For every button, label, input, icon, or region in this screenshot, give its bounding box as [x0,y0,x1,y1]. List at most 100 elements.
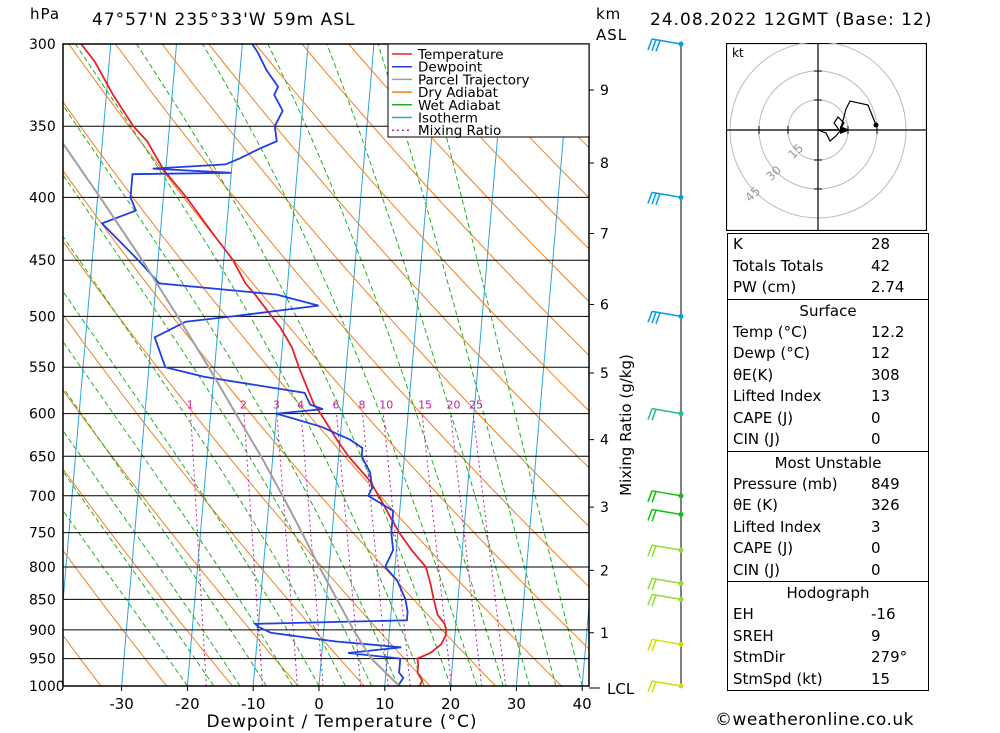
surface-temp-value: 12.2 [871,322,905,341]
isotherm [252,44,309,686]
km-tick-label: 7 [600,226,609,242]
pressure-tick-label: 500 [29,309,56,325]
wind-barb-shaft [651,593,682,601]
dry-adiabat [394,44,589,250]
wind-barb-feather [651,311,657,324]
isotherm [450,44,507,686]
km-tick-label: 9 [600,83,609,99]
pressure-tick-label: 300 [29,37,56,53]
stmspd-value: 15 [871,669,891,688]
km-tick-label: 2 [600,563,609,579]
surface-cin-row: CIN (J) 0 [728,429,928,451]
wind-barb-feather [647,408,653,420]
mixing-ratio-label: 20 [447,399,461,412]
wind-barb-feather [647,490,653,503]
surface-thetae-row: θE(K) 308 [728,365,928,387]
dry-adiabat [254,44,589,412]
surface-dewp-row: Dewp (°C) 12 [728,343,928,365]
surface-section: Surface Temp (°C) 12.2 Dewp (°C) 12 θE(K) 3… [728,298,928,451]
most-unstable-section: Most Unstable Pressure (mb) 849 θE (K) 326… [728,450,928,582]
dry-adiabat [63,169,497,686]
mu-li-value: 3 [871,517,881,536]
pressure-tick-label: 650 [29,449,56,465]
pw-value: 2.74 [871,278,905,296]
hodograph-unit: kt [732,46,744,60]
surface-cape-label: CAPE (J) [733,408,794,427]
surface-dewp-label: Dewp (°C) [733,344,811,362]
isotherm [648,44,703,686]
wind-barb-shaft [651,508,682,516]
dewpoint-line [100,44,409,686]
wind-barb-shaft [651,310,682,318]
mu-thetae-value: 326 [871,496,900,514]
surface-li-value: 13 [871,387,891,405]
km-label: km [596,5,622,23]
mu-pressure-row: Pressure (mb) 849 [728,474,928,496]
wind-barb-shaft [651,191,682,199]
legend-box [387,43,590,138]
wind-barb-feather [651,409,657,421]
legend-label: Parcel Trajectory [418,72,530,88]
pressure-tick-label: 800 [29,560,56,576]
pw-label: PW (cm) [733,278,797,296]
wind-barb-feather [651,509,657,522]
isotherm [121,44,178,686]
wind-barbs [647,38,684,693]
mixing-ratio-line [472,413,507,686]
km-tick-label: 6 [600,298,609,314]
wind-barb-shaft [651,544,682,551]
mu-cape-row: CAPE (J) 0 [728,538,928,560]
km-tick-label: 3 [600,500,609,516]
mu-pressure-value: 849 [871,474,900,493]
isotherm [63,44,112,608]
surface-cin-label: CIN (J) [733,430,781,448]
wind-barb-shaft [651,490,682,497]
mixing-ratio-line [336,413,362,686]
pressure-tick-label: 1000 [29,679,65,695]
stmspd-label: StmSpd (kt) [733,669,823,688]
temperature-line [80,44,448,686]
sreh-value: 9 [871,626,881,645]
temperature-tick-label: 40 [573,695,592,713]
pressure-tick-label: 750 [29,526,56,542]
km-tick-label: 1 [600,626,609,642]
legend-label: Mixing Ratio [418,123,501,139]
axes: 1 2 3 4 6 8 10 15 20 2530035040045050055060065070… [29,37,635,732]
general-indices: K 28 Totals Totals 42 PW (cm) 2.74 [728,234,928,299]
mixing-ratio-line [190,413,207,686]
mu-cin-value: 0 [871,560,881,579]
datetime-title: 24.08.2022 12GMT (Base: 12) [650,10,933,30]
temperature-tick-label: -10 [241,695,266,713]
mixing-ratio-label: 10 [379,399,393,412]
mixing-ratio-label: 8 [359,399,366,412]
hpa-label: hPa [30,5,61,23]
wind-barb-feather [647,544,653,557]
surface-li-label: Lifted Index [733,387,822,405]
wet-adiabat [63,290,320,686]
mu-thetae-label: θE (K) [733,496,778,514]
asl-label: ASL [596,26,628,44]
stmspd-row: StmSpd (kt) 15 [728,669,928,691]
pw-row: PW (cm) 2.74 [728,277,928,299]
surface-cape-row: CAPE (J) 0 [728,408,928,430]
wet-adiabat [63,174,373,686]
wind-barb-feather [651,545,657,558]
wind-barb-feather [647,594,653,606]
wet-adiabat [63,509,188,686]
legend-label: Isotherm [418,111,478,127]
mixing-ratio-label: 25 [469,399,483,412]
mu-cin-row: CIN (J) 0 [728,560,928,582]
sreh-row: SREH 9 [728,626,928,648]
mixing-ratio-label: 2 [240,399,247,412]
credit-link[interactable]: ©weatheronline.co.uk [715,710,915,730]
surface-li-row: Lifted Index 13 [728,386,928,408]
mixing-ratio-line [382,413,411,686]
mixing-ratio-axis-label: Mixing Ratio (g/kg) [617,354,635,496]
wind-barb-feather [651,491,657,503]
profile-lines [63,44,448,686]
dry-adiabat [63,101,562,686]
wind-barb-shaft [651,407,682,415]
pressure-lines [63,43,589,687]
isotherm [318,44,375,686]
